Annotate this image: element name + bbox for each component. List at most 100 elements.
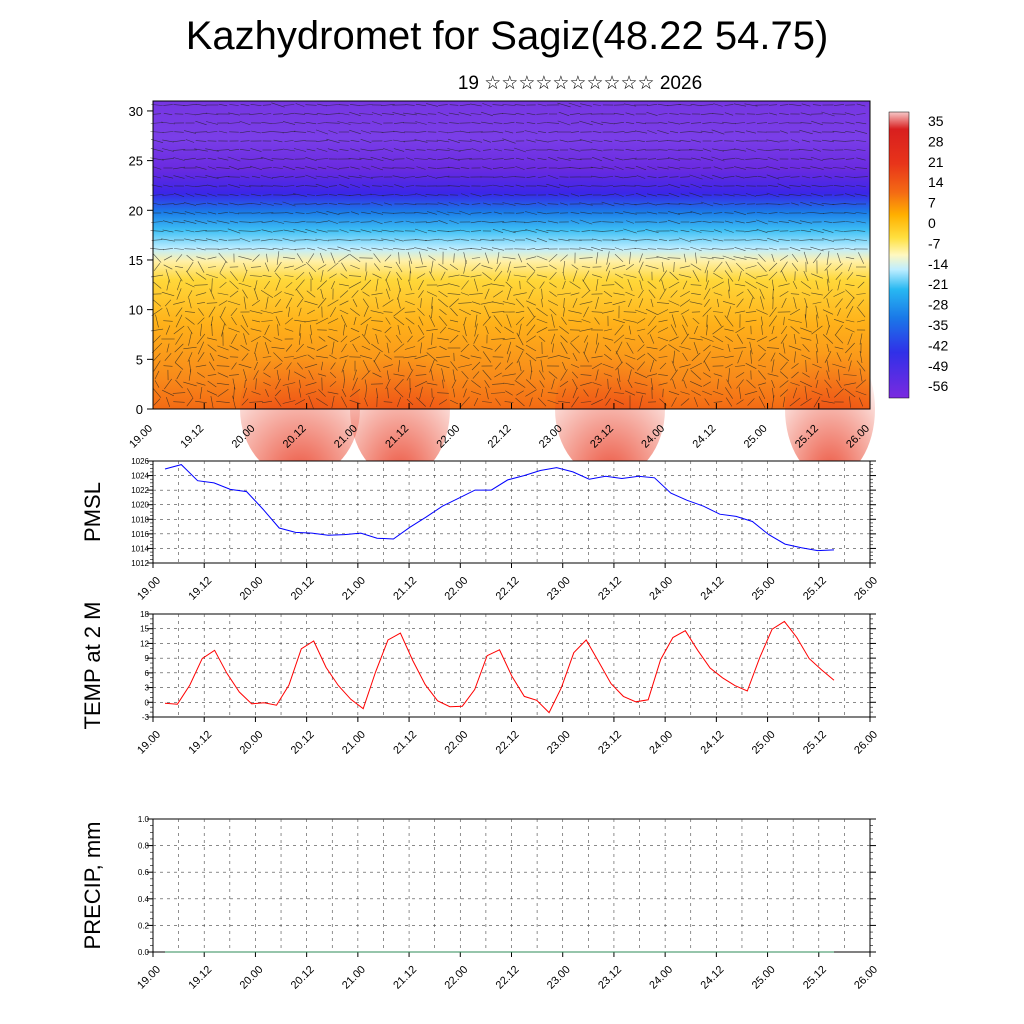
wind-vector	[306, 194, 316, 196]
wind-vector	[536, 274, 548, 278]
wind-vector	[276, 251, 280, 265]
wind-vector	[606, 251, 610, 265]
wind-vector	[207, 266, 217, 268]
wind-vector	[832, 113, 846, 115]
wind-vector	[371, 112, 383, 116]
wind-vector	[680, 176, 690, 178]
wind-vector	[834, 248, 844, 250]
wind-vector	[295, 271, 305, 281]
wind-vector	[350, 166, 360, 170]
wind-vector	[243, 296, 247, 310]
wind-vector	[816, 314, 818, 328]
wind-vector	[447, 327, 461, 333]
wind-vector	[635, 192, 647, 198]
wind-vector	[835, 324, 843, 336]
wind-vector	[766, 174, 780, 180]
wind-vector	[815, 280, 819, 290]
wind-vector	[491, 283, 505, 287]
wind-vector	[506, 341, 512, 355]
wind-vector	[617, 368, 621, 382]
wind-vector	[690, 211, 702, 215]
wind-vector	[624, 390, 636, 396]
wind-vector	[811, 390, 823, 396]
colorbar-label: 21	[928, 154, 944, 170]
wind-vector	[667, 140, 681, 142]
wind-vector	[837, 279, 841, 291]
wind-vector	[649, 360, 655, 372]
wind-vector	[800, 337, 812, 341]
wind-vector	[305, 104, 317, 106]
wind-vector	[560, 202, 568, 206]
wind-vector	[822, 185, 834, 187]
wind-vector	[504, 130, 514, 134]
wind-vector	[261, 320, 273, 322]
wind-vector	[572, 270, 578, 282]
wind-vector	[614, 399, 624, 405]
wind-vector	[689, 362, 703, 370]
wind-vector	[275, 299, 281, 307]
wind-vector	[734, 283, 746, 287]
wind-vector	[363, 360, 369, 372]
wind-vector	[845, 297, 855, 309]
wind-vector	[614, 273, 624, 279]
wind-vector	[650, 378, 654, 390]
wind-vector	[217, 202, 229, 206]
wind-vector	[549, 271, 557, 281]
y-tick-label: 0.8	[138, 842, 150, 851]
wind-vector	[530, 370, 532, 380]
wind-vector	[614, 139, 624, 143]
wind-vector	[298, 333, 302, 345]
wind-vector	[724, 328, 734, 332]
x-tick-label: 22.00	[442, 964, 470, 992]
wind-vector	[470, 230, 482, 232]
wind-vector	[228, 248, 240, 250]
wind-vector	[638, 261, 644, 273]
x-tick-label: 20.12	[289, 729, 317, 757]
wind-vector	[657, 327, 669, 333]
wind-vector	[349, 229, 361, 233]
wind-vector	[771, 359, 775, 373]
wind-vector	[658, 270, 668, 282]
wind-vector	[382, 299, 394, 307]
wind-vector	[339, 309, 349, 315]
wind-vector	[382, 167, 394, 169]
wind-vector	[647, 176, 657, 178]
wind-vector	[667, 219, 681, 225]
wind-vector	[350, 184, 360, 188]
wind-vector	[592, 382, 602, 386]
wind-vector	[228, 165, 240, 171]
wind-vector	[386, 288, 390, 300]
wind-vector	[219, 273, 227, 279]
wind-vector	[296, 289, 304, 299]
wind-vector	[372, 273, 382, 279]
wind-vector	[770, 352, 776, 362]
wind-vector	[767, 185, 779, 187]
wind-vector	[260, 212, 274, 214]
wind-vector	[724, 212, 734, 214]
wind-vector	[315, 317, 329, 325]
wind-vector	[592, 274, 602, 278]
wind-vector	[277, 324, 279, 336]
wind-vector	[229, 345, 239, 351]
wind-vector	[734, 211, 746, 215]
wind-vector	[580, 185, 592, 187]
wind-vector	[541, 288, 543, 300]
wind-vector	[859, 368, 863, 382]
colorbar	[888, 111, 910, 399]
wind-vector	[658, 176, 668, 178]
wind-vector	[397, 297, 401, 309]
wind-vector	[447, 230, 461, 232]
x-tick-label: 24.00	[647, 964, 675, 992]
wind-vector	[692, 270, 700, 282]
wind-vector	[261, 229, 273, 233]
wind-vector	[460, 167, 470, 169]
wind-vector	[420, 298, 422, 308]
wind-vector	[359, 175, 373, 179]
wind-vector	[549, 308, 557, 316]
x-tick-label: 19.12	[186, 964, 214, 992]
wind-vector	[811, 273, 823, 279]
wind-vector	[337, 121, 351, 125]
wind-vector	[231, 333, 237, 345]
wind-vector	[304, 185, 318, 187]
wind-vector	[636, 149, 646, 151]
